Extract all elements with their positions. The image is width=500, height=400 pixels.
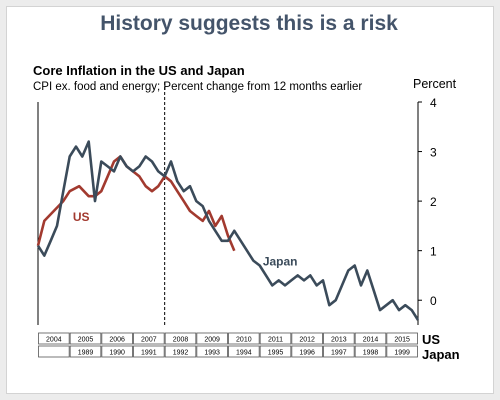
us-year-cell-2004 [38, 332, 70, 345]
japan-year-cell-1994 [228, 345, 260, 358]
us-year-cell-2011 [259, 332, 292, 345]
japan-year-label-1989: 1989 [78, 350, 94, 357]
japan-year-label-1997: 1997 [331, 350, 347, 357]
us-year-label-2015: 2015 [394, 337, 410, 344]
us-year-label-2007: 2007 [141, 337, 157, 344]
japan-year-cell-1993 [196, 345, 228, 358]
japan-year-label-1991: 1991 [141, 350, 157, 357]
japan-year-label-1993: 1993 [204, 350, 220, 357]
us-year-cell-2008 [164, 332, 197, 345]
japan-year-label-1998: 1998 [363, 350, 379, 357]
japan-year-cell-1996 [291, 345, 323, 358]
us-year-label-2006: 2006 [109, 337, 125, 344]
us-year-cell-2005 [69, 332, 102, 345]
y-tick-label-2: 2 [430, 195, 437, 209]
japan-year-cell-blank [38, 345, 70, 358]
japan-year-label-1999: 1999 [394, 350, 410, 357]
us-axis-label: US [422, 332, 440, 347]
us-year-label-2004: 2004 [46, 337, 62, 344]
us-year-label-2005: 2005 [78, 337, 94, 344]
us-year-cell-2007 [133, 332, 165, 345]
us-year-label-2008: 2008 [173, 337, 189, 344]
japan-year-label-1996: 1996 [299, 350, 315, 357]
chart-subtitle: CPI ex. food and energy; Percent change … [33, 81, 363, 93]
us-year-label-2013: 2013 [331, 337, 347, 344]
headline: History suggests this is a risk [100, 12, 398, 35]
chart-title: Core Inflation in the US and Japan [33, 63, 245, 78]
japan-year-label-1992: 1992 [173, 350, 189, 357]
us-year-cell-2009 [196, 332, 228, 345]
japan-year-label-1990: 1990 [109, 350, 125, 357]
japan-year-cell-1992 [164, 345, 197, 358]
japan-year-cell-1998 [354, 345, 387, 358]
y-tick-label-4: 4 [430, 96, 437, 110]
series-line-us [36, 155, 236, 252]
series-annotation-japan: Japan [263, 255, 298, 269]
series-line-japan [36, 140, 420, 321]
y-tick-label-3: 3 [430, 146, 437, 160]
us-year-cell-2015 [386, 332, 418, 345]
us-year-cell-2013 [323, 332, 355, 345]
y-tick-label-0: 0 [430, 294, 437, 308]
japan-year-cell-1997 [323, 345, 355, 358]
us-year-label-2012: 2012 [299, 337, 315, 344]
y-axis-unit-label: Percent [413, 77, 457, 91]
japan-year-cell-1999 [386, 345, 418, 358]
japan-axis-label: Japan [422, 347, 460, 362]
y-tick-label-1: 1 [430, 245, 437, 259]
japan-year-cell-1991 [133, 345, 165, 358]
us-year-cell-2010 [228, 332, 260, 345]
series-annotation-us: US [73, 210, 90, 224]
us-year-label-2011: 2011 [268, 337, 283, 344]
us-year-label-2014: 2014 [363, 337, 379, 344]
japan-year-label-1995: 1995 [268, 350, 284, 357]
japan-year-label-1994: 1994 [236, 350, 252, 357]
japan-year-cell-1989 [69, 345, 102, 358]
japan-year-cell-1995 [259, 345, 292, 358]
us-year-cell-2006 [101, 332, 133, 345]
japan-year-cell-1990 [101, 345, 133, 358]
us-year-label-2010: 2010 [236, 337, 252, 344]
chart-card [6, 6, 494, 394]
us-year-cell-2014 [354, 332, 387, 345]
us-year-label-2009: 2009 [204, 337, 220, 344]
us-year-cell-2012 [291, 332, 323, 345]
